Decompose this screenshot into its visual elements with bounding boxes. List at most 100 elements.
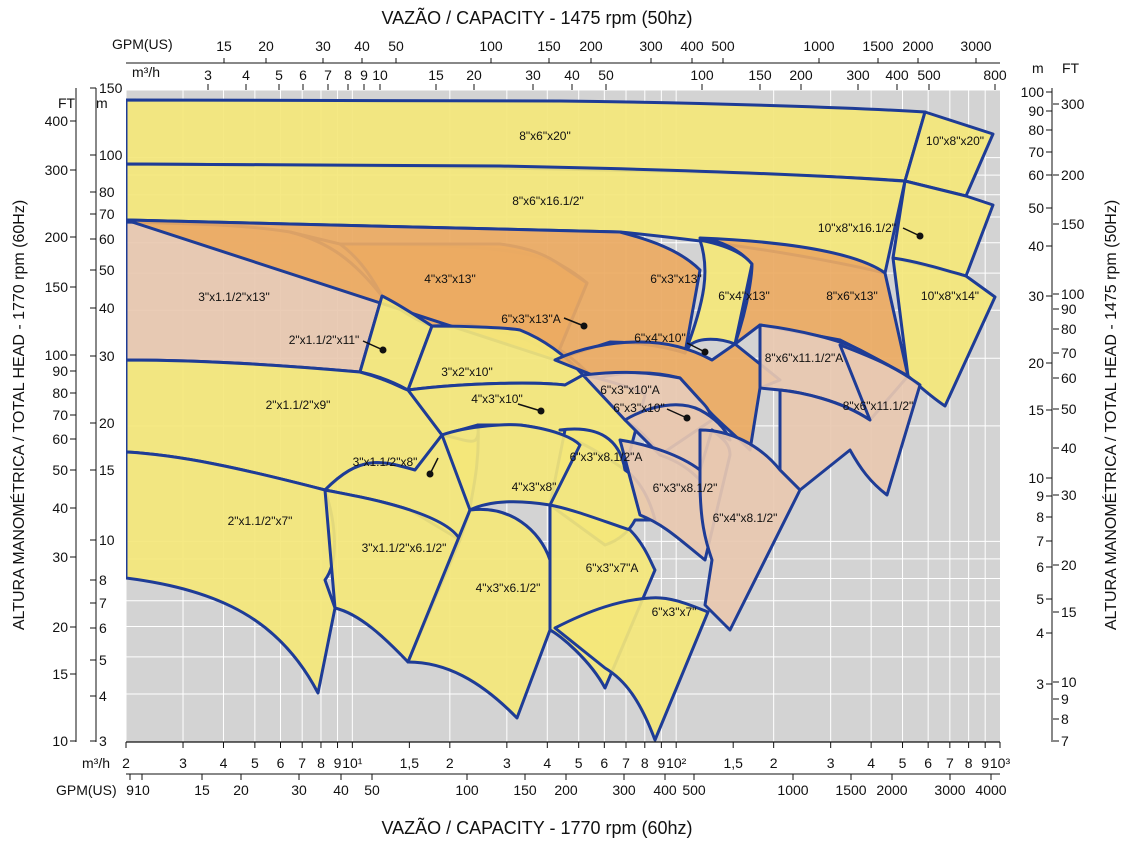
- tick-label-bottom-gpm: 9: [126, 782, 134, 798]
- tick-label-top-m3h: 800: [983, 67, 1007, 83]
- tick-label-top-m3h: 30: [525, 67, 541, 83]
- tick-label-right-m: 7: [1036, 533, 1044, 549]
- axes: 15 20 30 40 50 100 150 200 300 400 500 1000 1500 2000…: [45, 38, 1085, 798]
- tick-label-left-ft: 60: [52, 431, 68, 447]
- tick-label-bottom-gpm: 4000: [975, 782, 1006, 798]
- callout-arrow: [563, 317, 585, 327]
- tick-label-left-m: 80: [99, 184, 115, 200]
- pump-label: 8"x6"x11.1/2"A: [765, 351, 844, 365]
- tick-label-left-ft: 20: [52, 619, 68, 635]
- tick-label-right-m: 50: [1028, 200, 1044, 216]
- tick-label-right-ft: 90: [1061, 301, 1077, 317]
- tick-label-right-m: 10: [1028, 470, 1044, 486]
- tick-label-top-m3h: 7: [324, 67, 332, 83]
- tick-label-bottom-m3h: 3: [827, 755, 835, 771]
- tick-label-bottom-gpm: 2000: [876, 782, 907, 798]
- tick-label-bottom-m3h: 8: [317, 755, 325, 771]
- tick-label-left-ft: 80: [52, 385, 68, 401]
- tick-label-top-gpm: 3000: [960, 38, 991, 54]
- pump-label: 3"x1.1/2"x6.1/2": [362, 541, 447, 555]
- tick-label-right-ft: 8: [1061, 711, 1069, 727]
- tick-label-top-m3h: 300: [846, 67, 870, 83]
- tick-label-left-ft: 40: [52, 500, 68, 516]
- tick-label-bottom-gpm: 20: [233, 782, 249, 798]
- tick-label-bottom-m3h: 9: [657, 755, 665, 771]
- tick-label-top-m3h: 10: [372, 67, 388, 83]
- tick-label-top-gpm: 2000: [902, 38, 933, 54]
- tick-label-right-m: 9: [1036, 488, 1044, 504]
- tick-label-left-m: 70: [99, 206, 115, 222]
- tick-label-bottom-m3h: 8: [965, 755, 973, 771]
- tick-label-right-ft: 100: [1061, 286, 1085, 302]
- tick-label-top-gpm: 300: [639, 38, 663, 54]
- tick-label-left-m: 4: [99, 688, 107, 704]
- unit-m3h-bottom: m³/h: [82, 755, 110, 771]
- callout-arrowhead: [426, 470, 434, 478]
- tick-label-right-ft: 7: [1061, 733, 1069, 749]
- callout-arrows: [362, 227, 924, 478]
- tick-label-left-m: 50: [99, 262, 115, 278]
- tick-label-bottom-m3h: 7: [946, 755, 954, 771]
- tick-label-right-m: 3: [1036, 676, 1044, 692]
- pump-label: 8"x6"x11.1/2": [843, 399, 914, 413]
- tick-label-left-m: 6: [99, 620, 107, 636]
- tick-label-bottom-m3h: 3: [503, 755, 511, 771]
- tick-label-bottom-m3h: 6: [277, 755, 285, 771]
- tick-label-top-gpm: 150: [537, 38, 561, 54]
- pump-label: 2"x1.1/2"x9": [266, 398, 331, 412]
- tick-label-bottom-m3h: 2: [446, 755, 454, 771]
- tick-label-left-m: 60: [99, 231, 115, 247]
- pump-label: 6"x3"x8.1/2"A: [570, 450, 643, 464]
- unit-gpm-top: GPM(US): [112, 36, 173, 52]
- pump-label: 4"x3"x8": [512, 480, 557, 494]
- tick-label-bottom-m3h: 3: [179, 755, 187, 771]
- tick-label-right-ft: 40: [1061, 440, 1077, 456]
- tick-label-left-m: 20: [99, 415, 115, 431]
- pump-label: 6"x4"x10": [634, 331, 685, 345]
- tick-label-bottom-m3h: 6: [600, 755, 608, 771]
- tick-label-left-m: 3: [99, 733, 107, 749]
- tick-label-bottom-m3h: 6: [924, 755, 932, 771]
- callout-arrow: [362, 340, 384, 351]
- pump-label: 2"x1.1/2"x7": [228, 514, 293, 528]
- pump-region-6-x3-x7: [553, 596, 710, 742]
- pump-label: 4"x3"x13": [424, 272, 475, 286]
- pump-label: 3"x2"x10": [441, 365, 492, 379]
- tick-label-right-ft: 60: [1061, 370, 1077, 386]
- tick-label-bottom-m3h: 1,5: [723, 755, 743, 771]
- pump-regions: [126, 98, 997, 742]
- callout-arrow: [666, 408, 688, 419]
- tick-label-bottom-gpm: 40: [333, 782, 349, 798]
- tick-label-top-gpm: 1000: [803, 38, 834, 54]
- tick-label-left-m: 7: [99, 595, 107, 611]
- tick-label-bottom-m3h: 4: [543, 755, 551, 771]
- pump-label: 6"x3"x10": [613, 401, 664, 415]
- unit-m-left: m: [96, 95, 108, 111]
- tick-label-bottom-gpm: 50: [364, 782, 380, 798]
- tick-label-right-ft: 70: [1061, 345, 1077, 361]
- right-axis-title: ALTURA MANOMÉTRICA / TOTAL HEAD - 1475 r…: [1101, 200, 1120, 630]
- tick-label-right-ft: 80: [1061, 321, 1077, 337]
- tick-label-top-m3h: 3: [204, 67, 212, 83]
- tick-label-left-m: 30: [99, 348, 115, 364]
- tick-label-bottom-m3h: 7: [622, 755, 630, 771]
- tick-label-top-m3h: 500: [917, 67, 941, 83]
- tick-label-left-ft: 200: [45, 229, 69, 245]
- tick-label-bottom-gpm: 300: [612, 782, 636, 798]
- tick-label-top-gpm: 200: [579, 38, 603, 54]
- tick-label-top-gpm: 400: [680, 38, 704, 54]
- pump-region-4-x3-x6-1-2: [406, 507, 552, 720]
- tick-label-top-gpm: 30: [315, 38, 331, 54]
- tick-label-top-m3h: 4: [242, 67, 250, 83]
- unit-ft-right: FT: [1062, 60, 1080, 76]
- pump-label: 3"x1.1/2"x13": [198, 290, 270, 304]
- tick-label-left-m: 100: [99, 147, 123, 163]
- tick-label-bottom-m3h: 5: [251, 755, 259, 771]
- tick-label-left-ft: 15: [52, 666, 68, 682]
- tick-label-left-ft: 70: [52, 407, 68, 423]
- tick-label-top-m3h: 20: [466, 67, 482, 83]
- tick-label-bottom-gpm: 150: [513, 782, 537, 798]
- tick-label-left-ft: 30: [52, 549, 68, 565]
- tick-label-bottom-m3h: 4: [220, 755, 228, 771]
- tick-label-bottom-gpm: 30: [291, 782, 307, 798]
